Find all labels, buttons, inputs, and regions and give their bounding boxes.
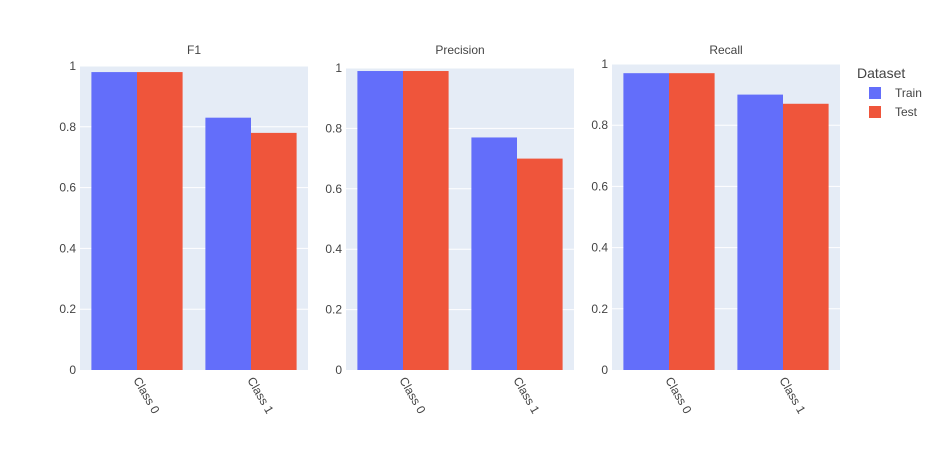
y-tick-label: 0.6 xyxy=(591,179,608,193)
bar-recall-class-0-train[interactable] xyxy=(623,73,669,371)
y-tick-label: 1 xyxy=(601,57,608,71)
subplot-recall: Recall 0 0.2 0.4 0.6 0.8 1 Class 0 Class 1 xyxy=(591,43,840,416)
y-tick-label: 1 xyxy=(335,61,342,75)
legend-title: Dataset xyxy=(857,65,905,81)
x-tick-label-class-1: Class 1 xyxy=(510,375,542,417)
subplot-f1: F1 0 0.2 0.4 0.6 0.8 1 Class 0 Class 1 xyxy=(59,43,308,416)
y-tick-label: 0 xyxy=(601,363,608,377)
y-tick-label: 0.6 xyxy=(325,182,342,196)
bar-precision-class-0-train[interactable] xyxy=(357,71,403,371)
bar-precision-class-1-train[interactable] xyxy=(471,137,517,370)
legend: Dataset Train Test xyxy=(857,65,922,119)
x-tick-label-class-0: Class 0 xyxy=(130,375,162,417)
y-tick-label: 0.4 xyxy=(591,241,608,255)
bar-precision-class-1-test[interactable] xyxy=(517,158,563,370)
y-tick-label: 0.2 xyxy=(59,302,76,316)
bar-f1-class-0-train[interactable] xyxy=(91,72,137,370)
y-tick-label: 0 xyxy=(69,363,76,377)
legend-item-train[interactable]: Train xyxy=(869,86,922,100)
subplot-title-recall: Recall xyxy=(709,43,742,57)
subplot-precision: Precision 0 0.2 0.4 0.6 0.8 1 Class 0 Class 1 xyxy=(325,43,574,416)
legend-label-train: Train xyxy=(895,86,922,100)
legend-item-test[interactable]: Test xyxy=(869,105,918,119)
x-tick-label-class-1: Class 1 xyxy=(776,375,808,417)
bar-recall-class-1-train[interactable] xyxy=(737,94,783,370)
x-tick-label-class-0: Class 0 xyxy=(396,375,428,417)
x-tick-label-class-1: Class 1 xyxy=(244,375,276,417)
y-tick-label: 1 xyxy=(69,59,76,73)
bar-f1-class-1-train[interactable] xyxy=(205,117,251,371)
bar-recall-class-1-test[interactable] xyxy=(783,103,829,370)
legend-swatch-test xyxy=(869,106,881,118)
subplot-title-precision: Precision xyxy=(435,43,484,57)
subplots: F1 0 0.2 0.4 0.6 0.8 1 Class 0 Class 1 Precision 0… xyxy=(59,43,840,416)
y-tick-label: 0.2 xyxy=(591,302,608,316)
subplot-title-f1: F1 xyxy=(187,43,201,57)
y-tick-label: 0.4 xyxy=(59,241,76,255)
y-tick-label: 0.8 xyxy=(325,121,342,135)
bar-f1-class-1-test[interactable] xyxy=(251,132,297,370)
y-tick-label: 0.4 xyxy=(325,242,342,256)
y-tick-label: 0 xyxy=(335,363,342,377)
bar-recall-class-0-test[interactable] xyxy=(669,73,715,371)
bar-precision-class-0-test[interactable] xyxy=(403,71,449,371)
y-tick-label: 0.8 xyxy=(591,118,608,132)
legend-label-test: Test xyxy=(895,105,918,119)
y-tick-label: 0.6 xyxy=(59,181,76,195)
bar-f1-class-0-test[interactable] xyxy=(137,72,183,370)
x-tick-label-class-0: Class 0 xyxy=(662,375,694,417)
y-tick-label: 0.2 xyxy=(325,303,342,317)
legend-swatch-train xyxy=(869,87,881,99)
y-tick-label: 0.8 xyxy=(59,120,76,134)
